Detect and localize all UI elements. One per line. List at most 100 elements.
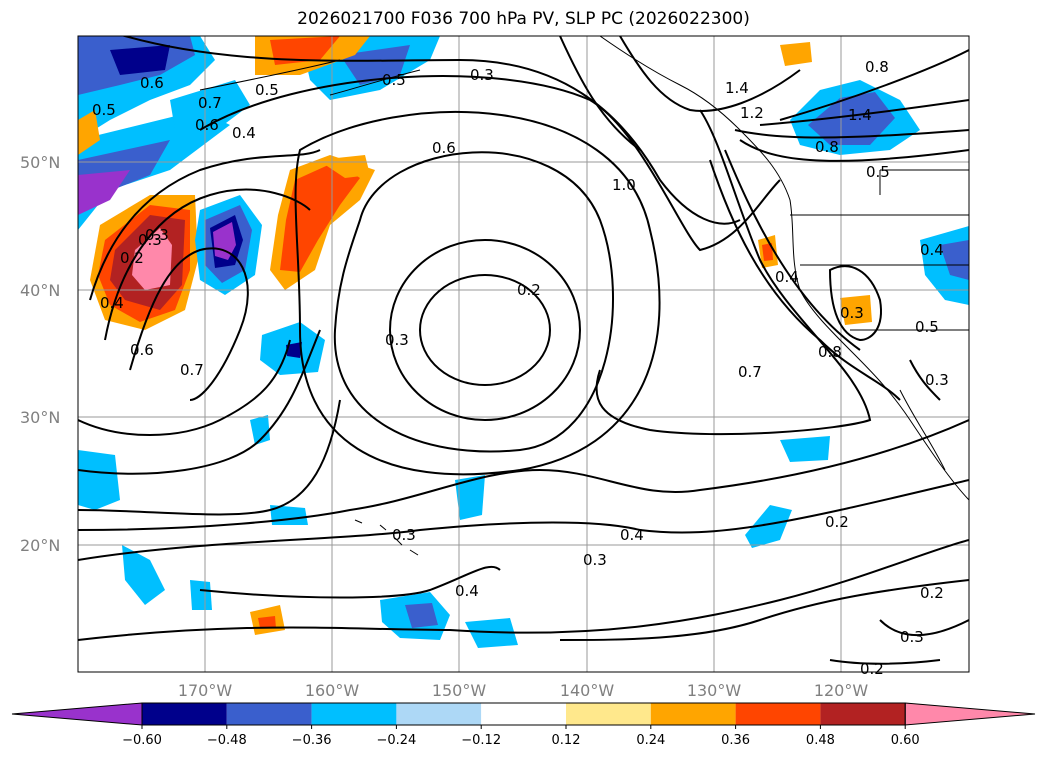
contour-label: 0.6 xyxy=(140,74,164,92)
lon-label: 160°W xyxy=(305,681,360,700)
contour-label: 0.4 xyxy=(100,294,124,312)
pv-fill-positive xyxy=(270,36,340,65)
pv-fill-negative xyxy=(405,603,438,628)
pv-fill-negative xyxy=(340,45,410,85)
pv-fill-negative xyxy=(78,110,230,230)
colorbar-bin xyxy=(226,703,312,725)
contour-label: 0.5 xyxy=(866,163,890,181)
lat-label: 40°N xyxy=(20,281,60,300)
contour-label: 0.6 xyxy=(195,116,219,134)
contour-label: 0.5 xyxy=(255,81,279,99)
pv-fill-negative xyxy=(78,170,130,215)
contour-label: 0.5 xyxy=(915,318,939,336)
colorbar-bin xyxy=(481,703,566,725)
slp-contour-layer xyxy=(78,36,969,665)
contour-label: 0.2 xyxy=(517,281,541,299)
lat-tick-labels: 50°N 40°N 30°N 20°N xyxy=(20,153,60,555)
lon-label: 170°W xyxy=(178,681,233,700)
pv-fill-negative xyxy=(78,450,120,510)
contour-label: 0.2 xyxy=(920,584,944,602)
map-title: 2026021700 F036 700 hPa PV, SLP PC (2026… xyxy=(297,9,750,29)
colorbar-bin xyxy=(650,703,736,725)
pv-fill-positive xyxy=(258,616,276,628)
contour-label: 0.3 xyxy=(583,551,607,569)
pv-fill-positive xyxy=(78,110,100,155)
contour-label: 0.3 xyxy=(840,304,864,322)
pv-fill-negative xyxy=(286,342,302,358)
colorbar-bin xyxy=(311,703,397,725)
contour-label: 0.2 xyxy=(860,660,884,678)
contour-label: 0.3 xyxy=(925,371,949,389)
colorbar-tick-label: 0.36 xyxy=(721,733,750,748)
colorbar-bin xyxy=(820,703,906,725)
pv-fill-negative xyxy=(213,222,236,260)
contour-label: 0.5 xyxy=(382,71,406,89)
colorbar-tick-label: 0.60 xyxy=(891,733,920,748)
pv-fill-layer xyxy=(78,36,969,648)
pv-fill-negative xyxy=(745,505,792,548)
colorbar-bin xyxy=(142,703,227,725)
contour-label: 0.7 xyxy=(198,94,222,112)
lat-label: 50°N xyxy=(20,153,60,172)
lat-label: 20°N xyxy=(20,536,60,555)
colorbar-bin xyxy=(735,703,821,725)
colorbar-tick-label: −0.60 xyxy=(122,733,162,748)
contour-label: 0.4 xyxy=(920,241,944,259)
contour-label: 0.3 xyxy=(385,331,409,349)
contour-label: 0.8 xyxy=(865,58,889,76)
contour-label: 0.3 xyxy=(470,66,494,84)
contour-label: 0.4 xyxy=(620,526,644,544)
colorbar-bin xyxy=(566,703,651,725)
contour-label: 0.4 xyxy=(775,268,799,286)
contour-label: 0.3 xyxy=(392,526,416,544)
pv-fill-negative xyxy=(940,240,969,280)
contour-label: 0.4 xyxy=(455,582,479,600)
lon-label: 120°W xyxy=(814,681,869,700)
contour-label: 0.6 xyxy=(432,139,456,157)
map-frame xyxy=(77,35,970,673)
colorbar-tick-label: −0.12 xyxy=(461,733,501,748)
contour-label: 0.3 xyxy=(138,231,162,249)
contour-label: 0.5 xyxy=(92,101,116,119)
pv-fill-positive xyxy=(762,243,773,261)
contour-label: 1.4 xyxy=(725,79,749,97)
lon-label: 150°W xyxy=(432,681,487,700)
contour-label: 0.2 xyxy=(120,249,144,267)
colorbar-tick-label: −0.24 xyxy=(376,733,416,748)
lon-tick-labels: 170°W 160°W 150°W 140°W 130°W 120°W xyxy=(178,681,869,700)
pv-fill-negative xyxy=(808,92,895,145)
colorbar-tick-label: 0.12 xyxy=(552,733,581,748)
pv-fill-negative xyxy=(170,80,250,135)
contour-label: 0.6 xyxy=(130,341,154,359)
pv-fill-negative xyxy=(780,436,830,462)
contour-label: 0.8 xyxy=(815,138,839,156)
pv-fill-negative xyxy=(110,45,170,75)
pv-fill-positive xyxy=(840,295,872,325)
colorbar-tick-label: −0.48 xyxy=(207,733,247,748)
colorbar: −0.60 −0.48 −0.36 −0.24 −0.12 0.12 0.24 0.36 0.4… xyxy=(11,702,1036,748)
contour-label: 0.2 xyxy=(825,513,849,531)
coastline-layer xyxy=(199,36,969,556)
colorbar-bin xyxy=(396,703,482,725)
lon-label: 130°W xyxy=(687,681,742,700)
contour-label: 0.3 xyxy=(145,226,169,244)
pv-fill-positive xyxy=(280,162,360,272)
contour-label: 1.2 xyxy=(740,104,764,122)
pv-fill-negative xyxy=(122,545,165,605)
pv-fill-positive xyxy=(132,228,172,290)
colorbar-tick-label: −0.36 xyxy=(292,733,332,748)
colorbar-tick-label: 0.48 xyxy=(806,733,835,748)
colorbar-tick-label: 0.24 xyxy=(636,733,665,748)
colorbar-frame xyxy=(141,702,906,726)
pv-fill-negative xyxy=(190,580,212,610)
contour-labels: 0.5 0.6 0.7 0.6 0.4 0.5 0.3 0.5 0.6 0.3 … xyxy=(92,58,949,678)
contour-label: 1.4 xyxy=(848,106,872,124)
pv-fill-negative xyxy=(250,415,270,445)
contour-label: 0.4 xyxy=(232,124,256,142)
contour-label: 0.3 xyxy=(900,628,924,646)
pv-fill-negative xyxy=(318,155,370,178)
pv-fill-negative xyxy=(455,475,485,520)
colorbar-extend-low xyxy=(11,702,143,726)
contour-label: 0.8 xyxy=(818,343,842,361)
